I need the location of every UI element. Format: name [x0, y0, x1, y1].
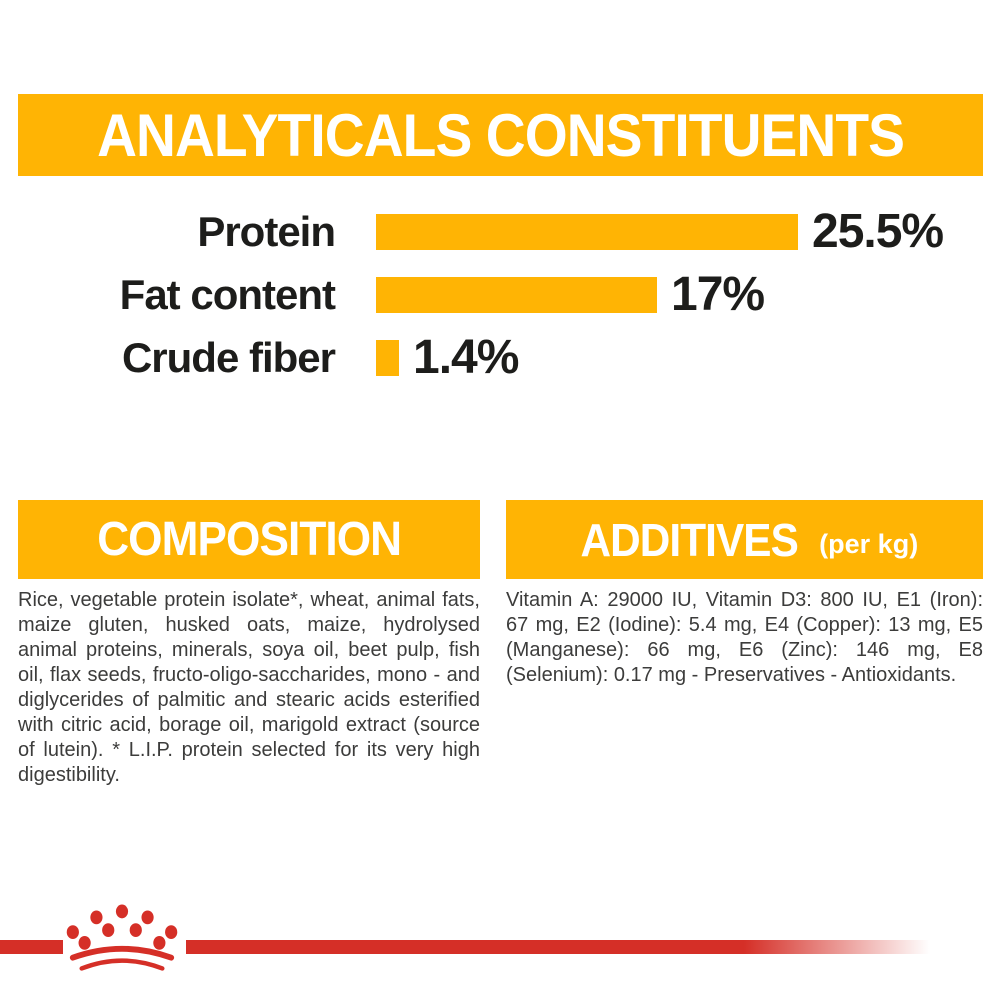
chart-row: Crude fiber 1.4% [60, 326, 980, 389]
composition-body-text: Rice, vegetable protein isolate*, wheat,… [18, 589, 480, 786]
chart-category-label: Fat content [119, 270, 336, 318]
crown-arcs [69, 945, 175, 971]
chart-category-label: Crude fiber [121, 333, 336, 381]
additives-body-text: Vitamin A: 29000 IU, Vitamin D3: 800 IU,… [506, 589, 983, 686]
composition-title: COMPOSITION [97, 513, 402, 566]
additives-header-bar: ADDITIVES (per kg) [506, 500, 983, 579]
chart-value-label: 1.4% [413, 331, 519, 384]
chart-bar [376, 339, 399, 376]
crown-dots [66, 904, 178, 950]
analyticals-title: ANALYTICALS CONSTITUENTS [97, 101, 905, 169]
chart-value-label: 17% [671, 268, 765, 321]
chart-row: Fat content 17% [60, 263, 980, 326]
additives-title: ADDITIVES [580, 513, 798, 566]
analyticals-header-bar: ANALYTICALS CONSTITUENTS [18, 94, 983, 176]
chart-value-label: 25.5% [812, 205, 944, 258]
footer-divider-left [0, 940, 63, 954]
chart-bar [376, 213, 798, 250]
chart-row: Protein 25.5% [60, 200, 980, 263]
royal-canin-crown-icon [66, 904, 178, 971]
chart-category-label: Protein [197, 207, 336, 255]
composition-header-bar: COMPOSITION [18, 500, 480, 579]
bar-chart: Protein 25.5% Fat content 17% Crude fiber 1.4… [60, 200, 980, 389]
additives-subtitle: (per kg) [819, 529, 919, 559]
chart-bar [376, 276, 657, 313]
footer-divider-right [186, 940, 930, 954]
